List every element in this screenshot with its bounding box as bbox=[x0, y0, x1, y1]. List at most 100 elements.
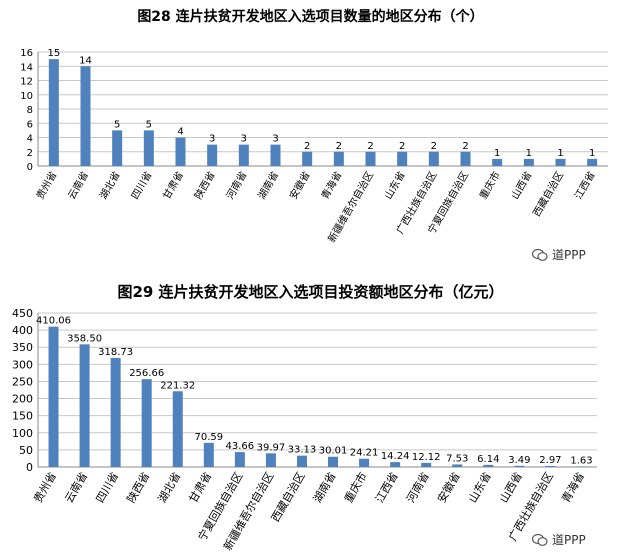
y-tick-label: 16 bbox=[20, 48, 33, 59]
x-tick-label: 山东省 bbox=[466, 470, 494, 505]
data-label: 15 bbox=[47, 48, 60, 59]
bar bbox=[80, 66, 91, 166]
x-tick-label: 江西省 bbox=[373, 470, 401, 505]
data-label: 410.06 bbox=[36, 316, 71, 327]
y-tick-label: 10 bbox=[20, 91, 33, 102]
data-label: 2 bbox=[399, 141, 405, 152]
bar bbox=[460, 151, 471, 166]
bar bbox=[421, 462, 432, 467]
data-label: 1.63 bbox=[570, 455, 592, 466]
chart-title: 图28 连片扶贫开发地区入选项目数量的地区分布（个） bbox=[137, 9, 484, 25]
bar bbox=[514, 465, 525, 467]
y-tick-label: 2 bbox=[27, 148, 33, 159]
bar bbox=[172, 391, 183, 467]
data-label: 7.53 bbox=[446, 453, 468, 464]
data-label: 2.97 bbox=[539, 455, 561, 466]
data-label: 5 bbox=[146, 119, 152, 130]
bar bbox=[523, 158, 534, 166]
x-tick-label: 重庆市 bbox=[341, 470, 370, 506]
bar bbox=[265, 453, 276, 467]
wechat-icon bbox=[532, 248, 548, 261]
y-tick-label: 250 bbox=[12, 375, 33, 388]
bar bbox=[234, 452, 245, 467]
data-label: 3.49 bbox=[508, 455, 530, 466]
bar bbox=[270, 144, 281, 166]
data-label: 6.14 bbox=[477, 454, 499, 465]
bar bbox=[238, 144, 249, 166]
x-tick-label: 山西省 bbox=[497, 470, 525, 505]
y-tick-label: 200 bbox=[12, 393, 33, 406]
y-tick-label: 0 bbox=[27, 162, 33, 173]
bar bbox=[555, 158, 566, 166]
chart-panel-29: 0 50 100 150 200 250 300 350 400 450 410.06 贵州省 358.… bbox=[0, 275, 621, 558]
data-label: 221.32 bbox=[160, 380, 195, 391]
data-label: 318.73 bbox=[98, 347, 133, 358]
x-tick-label: 安徽省 bbox=[434, 470, 463, 506]
bar bbox=[576, 466, 587, 467]
data-label: 2 bbox=[367, 141, 373, 152]
x-tick-label: 贵州省 bbox=[33, 169, 59, 201]
bar bbox=[365, 151, 376, 166]
bar bbox=[143, 130, 154, 166]
data-label: 1 bbox=[589, 148, 595, 159]
data-label: 3 bbox=[241, 134, 247, 145]
data-label: 256.66 bbox=[129, 368, 164, 379]
bar bbox=[141, 379, 152, 467]
bar bbox=[333, 151, 344, 166]
y-tick-label: 4 bbox=[27, 134, 33, 145]
y-tick-label: 8 bbox=[27, 105, 33, 116]
x-tick-label: 河南省 bbox=[223, 169, 249, 201]
y-tick-label: 450 bbox=[12, 307, 33, 320]
data-label: 358.50 bbox=[67, 333, 102, 344]
data-label: 70.59 bbox=[194, 432, 223, 443]
watermark-text: 道PPP bbox=[552, 248, 586, 262]
data-label: 14 bbox=[79, 55, 92, 66]
watermark-text: 道PPP bbox=[552, 533, 586, 547]
x-tick-label: 四川省 bbox=[93, 470, 121, 505]
x-tick-label: 山西省 bbox=[508, 169, 534, 201]
bar bbox=[302, 151, 313, 166]
bar bbox=[492, 158, 503, 166]
x-tick-label: 湖南省 bbox=[311, 470, 339, 505]
data-label: 1 bbox=[557, 148, 563, 159]
y-tick-label: 300 bbox=[12, 358, 33, 371]
bar bbox=[452, 464, 463, 467]
bar bbox=[175, 137, 186, 166]
bar bbox=[296, 455, 307, 467]
bar bbox=[328, 456, 339, 467]
data-label: 2 bbox=[431, 141, 437, 152]
x-tick-label: 云南省 bbox=[62, 470, 90, 505]
data-label: 4 bbox=[177, 127, 183, 138]
data-label: 24.21 bbox=[350, 448, 379, 459]
y-tick-label: 150 bbox=[12, 410, 33, 423]
x-tick-label: 重庆市 bbox=[477, 169, 503, 201]
bar bbox=[545, 465, 556, 467]
x-tick-label: 陕西省 bbox=[124, 470, 153, 506]
bar bbox=[203, 442, 214, 467]
x-tick-label: 青海省 bbox=[558, 470, 587, 506]
bar bbox=[112, 130, 123, 166]
y-tick-label: 12 bbox=[20, 77, 33, 88]
x-tick-label: 湖北省 bbox=[97, 169, 123, 201]
y-tick-label: 0 bbox=[26, 461, 33, 474]
x-tick-label: 河南省 bbox=[404, 470, 432, 505]
bar bbox=[483, 464, 494, 467]
wechat-icon bbox=[532, 533, 548, 546]
data-label: 2 bbox=[462, 141, 468, 152]
chart-panel-28: 0 2 4 6 8 10 12 14 16 15 贵州省 14 云南省 5 湖北省 5 四川省 4 甘肃省 3 陕西省 3… bbox=[0, 0, 621, 275]
data-label: 3 bbox=[272, 134, 278, 145]
y-tick-label: 6 bbox=[27, 119, 33, 130]
bar bbox=[397, 151, 408, 166]
bar bbox=[390, 462, 401, 467]
bar bbox=[207, 144, 218, 166]
bar bbox=[359, 458, 370, 467]
y-tick-label: 14 bbox=[20, 62, 33, 73]
data-label: 14.24 bbox=[381, 451, 410, 462]
watermark: 道PPP bbox=[532, 246, 586, 263]
bar bbox=[110, 357, 121, 467]
x-tick-label: 陕西省 bbox=[192, 169, 218, 201]
bar bbox=[587, 158, 598, 166]
data-label: 12.12 bbox=[412, 452, 441, 463]
